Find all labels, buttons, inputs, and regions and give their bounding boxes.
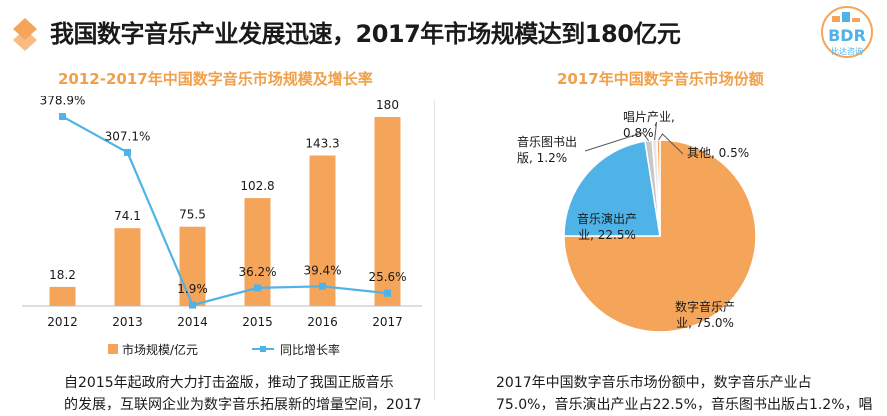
brand-text: BDR bbox=[828, 26, 866, 45]
pie-slice-0 bbox=[563, 139, 757, 333]
pie-label-0: 数字音乐产业, 75.0% bbox=[675, 299, 735, 330]
bar-label-2012: 18.2 bbox=[49, 268, 76, 282]
pie-chart-title: 2017年中国数字音乐市场份额 bbox=[557, 70, 764, 88]
pie-chart: 数字音乐产业, 75.0% 音乐演出产业, 22.5% 音乐图书出版, 1.2% 唱片… bbox=[517, 110, 757, 333]
pie-label-2-line1: 音乐图书出 bbox=[517, 134, 577, 149]
bar-label-2016: 143.3 bbox=[305, 137, 339, 151]
legend-bar-swatch bbox=[108, 344, 118, 354]
pie-label-2: 音乐图书出版, 1.2% bbox=[517, 134, 577, 165]
bar-label-2015: 102.8 bbox=[240, 179, 274, 193]
pie-label-3-line2: 0.8% bbox=[623, 126, 654, 140]
pie-leader-4 bbox=[658, 133, 684, 155]
growth-label-2012: 378.9% bbox=[40, 96, 86, 108]
x-tick-2012: 2012 bbox=[47, 315, 78, 329]
growth-label-2013: 307.1% bbox=[105, 129, 151, 143]
pie-label-1-line1: 音乐演出产 bbox=[577, 211, 637, 226]
pie-label-1: 音乐演出产业, 22.5% bbox=[577, 211, 637, 242]
growth-label-2017: 25.6% bbox=[368, 270, 406, 284]
pie-label-4: 其他, 0.5% bbox=[687, 146, 749, 160]
divider bbox=[434, 100, 435, 400]
bar-label-2014: 75.5 bbox=[179, 208, 206, 222]
growth-point-2017 bbox=[384, 289, 391, 297]
x-tick-2013: 2013 bbox=[112, 315, 143, 329]
bar-2017 bbox=[374, 117, 401, 306]
legend-line-label: 同比增长率 bbox=[280, 342, 340, 357]
growth-label-2016: 39.4% bbox=[303, 263, 341, 277]
pie-leader-2 bbox=[584, 132, 649, 152]
pie-label-4-line1: 其他, 0.5% bbox=[687, 146, 749, 160]
bar-2012 bbox=[49, 286, 76, 306]
bar-2014 bbox=[179, 226, 206, 306]
brand-subtext: 比达咨询 bbox=[831, 46, 863, 56]
bar-2016 bbox=[309, 155, 336, 306]
pie-leader-3 bbox=[654, 121, 658, 141]
bdr-logo: BDR 比达咨询 bbox=[821, 6, 873, 58]
growth-point-2016 bbox=[319, 282, 326, 290]
pie-label-0-line2: 业, 75.0% bbox=[676, 316, 734, 330]
right-caption-line2: 75.0%，音乐演出产业占22.5%，音乐图书出版占1.2%，唱 bbox=[496, 397, 873, 413]
legend-bar-label: 市场规模/亿元 bbox=[122, 342, 198, 357]
header-diamond-icon bbox=[13, 18, 37, 51]
pie-label-3: 唱片产业, 0.8% bbox=[623, 110, 675, 140]
page-title: 我国数字音乐产业发展迅速，2017年市场规模达到180亿元 bbox=[50, 20, 681, 48]
growth-label-2015: 36.2% bbox=[238, 265, 276, 279]
growth-point-2014 bbox=[189, 301, 196, 309]
left-caption-line2: 的发展，互联网企业为数字音乐拓展新的增量空间，2017 bbox=[64, 397, 422, 413]
left-caption: 自2015年起政府大力打击盗版，推动了我国正版音乐 的发展，互联网企业为数字音乐… bbox=[64, 372, 422, 416]
pie-slice-1 bbox=[563, 140, 661, 237]
bar-line-chart: 18.2 2012 74.1 2013 75.5 2014 102.8 2015 143.3 20… bbox=[22, 96, 422, 357]
bar-2013 bbox=[114, 228, 141, 306]
growth-point-2013 bbox=[124, 148, 131, 156]
growth-point-2012 bbox=[59, 113, 66, 121]
growth-line bbox=[61, 115, 388, 307]
left-caption-line1: 自2015年起政府大力打击盗版，推动了我国正版音乐 bbox=[64, 375, 394, 391]
growth-point-2015 bbox=[254, 284, 261, 292]
pie-label-3-line1: 唱片产业, bbox=[623, 110, 675, 124]
x-tick-2014: 2014 bbox=[177, 315, 208, 329]
x-tick-2017: 2017 bbox=[372, 315, 403, 329]
x-tick-2015: 2015 bbox=[242, 315, 273, 329]
bar-chart-title: 2012-2017年中国数字音乐市场规模及增长率 bbox=[58, 70, 373, 88]
x-tick-2016: 2016 bbox=[307, 315, 338, 329]
right-caption-line1: 2017年中国数字音乐市场份额中，数字音乐产业占 bbox=[496, 375, 812, 391]
bar-label-2017: 180 bbox=[376, 98, 399, 112]
legend-line-marker bbox=[260, 346, 266, 352]
right-caption: 2017年中国数字音乐市场份额中，数字音乐产业占 75.0%，音乐演出产业占22… bbox=[496, 372, 873, 416]
pie-label-2-line2: 版, 1.2% bbox=[517, 151, 567, 165]
pie-label-1-line2: 业, 22.5% bbox=[578, 228, 636, 242]
pie-label-0-line1: 数字音乐产 bbox=[675, 299, 735, 314]
growth-label-2014: 1.9% bbox=[177, 282, 208, 296]
bar-label-2013: 74.1 bbox=[114, 209, 141, 223]
